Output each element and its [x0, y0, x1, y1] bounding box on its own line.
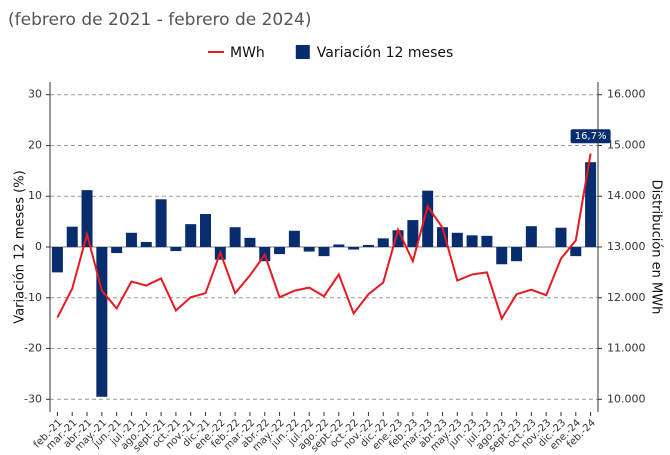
bar — [362, 244, 374, 247]
bar — [585, 162, 597, 247]
y-tick-label: -10 — [24, 291, 42, 304]
y2-tick-label: 14.000 — [607, 189, 646, 202]
bar — [111, 247, 123, 254]
y2-tick-label: 11.000 — [607, 342, 646, 355]
y-tick-label: -20 — [24, 342, 42, 355]
y-tick-label: -30 — [24, 392, 42, 405]
bar — [81, 190, 93, 247]
line — [56, 153, 592, 321]
bar — [570, 247, 582, 257]
legend-label: Variación 12 meses — [317, 45, 454, 61]
bar — [525, 226, 537, 247]
chart-subtitle: (febrero de 2021 - febrero de 2024) — [8, 10, 312, 30]
y2-axis-label: Distribución en MWh — [649, 180, 664, 315]
bar — [170, 247, 182, 252]
y2-tick-label: 12.000 — [607, 291, 646, 304]
data-label: 16,7% — [570, 129, 611, 144]
bar — [392, 230, 404, 247]
bar — [318, 247, 330, 257]
bar — [422, 190, 434, 247]
bar — [466, 235, 478, 247]
bar — [96, 247, 108, 397]
bar — [155, 199, 167, 247]
y2-tick-label: 10.000 — [607, 392, 646, 405]
y-axis-label: Variación 12 meses (%) — [13, 170, 28, 323]
bar — [51, 247, 63, 273]
y2-tick-label: 13.000 — [607, 240, 646, 253]
bar — [244, 237, 256, 247]
bar — [333, 244, 345, 247]
legend-swatch — [295, 45, 310, 59]
bar — [66, 226, 78, 247]
legend-label: MWh — [230, 45, 265, 61]
y-tick-label: 10 — [28, 189, 42, 202]
y2-tick-label: 16.000 — [607, 88, 646, 101]
bar — [555, 227, 567, 247]
bar — [125, 232, 137, 247]
bar — [481, 235, 493, 247]
y-tick-label: 30 — [28, 88, 42, 101]
bar — [407, 220, 419, 247]
bar — [185, 224, 197, 247]
bar — [288, 230, 300, 247]
bar — [496, 247, 508, 265]
bar — [200, 214, 212, 247]
bar — [229, 227, 241, 247]
bar — [140, 241, 152, 247]
bar — [348, 247, 360, 250]
y-tick-label: 0 — [35, 240, 42, 253]
y2-tick-label: 15.000 — [607, 138, 646, 151]
bar — [303, 247, 315, 252]
bar — [436, 227, 448, 247]
bar — [511, 247, 523, 262]
bar — [451, 232, 463, 247]
bar — [274, 247, 286, 255]
data-label-box — [570, 129, 611, 144]
bar — [377, 238, 389, 247]
data-label-text: 16,7% — [575, 131, 607, 142]
y-tick-label: 20 — [28, 138, 42, 151]
